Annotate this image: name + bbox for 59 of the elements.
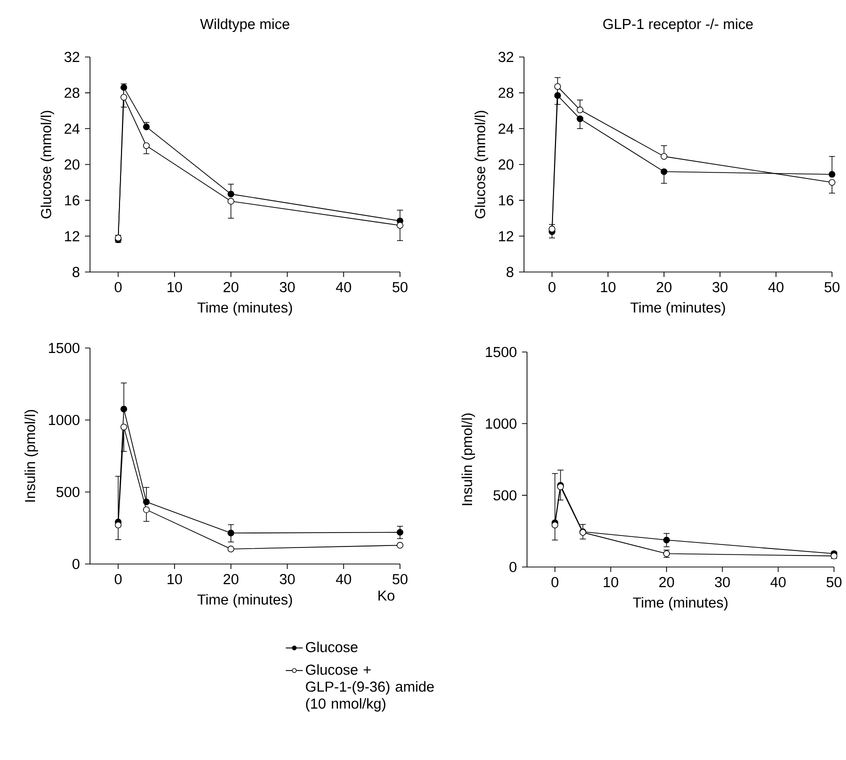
y-tick-label: 8 [506, 266, 514, 278]
x-tick-label: 20 [224, 282, 238, 292]
chart-title: GLP-1 receptor -/- mice [603, 18, 753, 32]
y-tick-label: 32 [64, 52, 80, 62]
x-tick-label: 40 [768, 282, 784, 292]
x-tick-label: 10 [604, 576, 618, 588]
x-tick-label: 30 [280, 282, 295, 292]
y-axis-title: Insulin (pmol/l) [462, 413, 476, 506]
x-tick-label: 50 [824, 282, 840, 292]
text: Ko [378, 590, 394, 601]
y-tick-label: 1500 [486, 346, 516, 358]
y-tick-label: 0 [72, 558, 80, 570]
y-tick-label: 28 [498, 88, 514, 98]
y-tick-label: 16 [65, 195, 80, 206]
x-tick-label: 20 [224, 574, 238, 584]
y-tick-label: 1500 [48, 342, 80, 354]
x-tick-label: 40 [770, 576, 786, 588]
y-axis-title: Insulin (pmol/l) [24, 410, 38, 502]
x-tick-label: 30 [714, 576, 730, 588]
x-axis-title: Time (minutes) [632, 597, 728, 611]
x-tick-label: 0 [114, 574, 122, 584]
x-axis-title: Time (minutes) [197, 594, 292, 608]
y-tick-label: 12 [65, 231, 80, 242]
y-tick-label: 1000 [48, 414, 80, 426]
y-axis-title: Glucose (mmol/l) [474, 110, 488, 218]
y-tick-label: 24 [498, 124, 514, 134]
x-tick-label: 50 [826, 576, 842, 588]
chart-title: Wildtype mice [200, 18, 290, 32]
y-tick-label: 8 [72, 266, 80, 278]
x-tick-label: 30 [280, 574, 295, 584]
y-tick-label: 28 [64, 88, 80, 98]
x-tick-label: 10 [168, 282, 182, 292]
x-tick-label: 20 [659, 576, 674, 588]
y-tick-label: 16 [499, 195, 514, 206]
x-tick-label: 0 [551, 576, 558, 588]
y-tick-label: 32 [498, 52, 514, 62]
x-tick-label: 0 [114, 282, 122, 292]
y-tick-label: 12 [499, 231, 514, 242]
x-tick-label: 20 [656, 282, 672, 292]
x-tick-label: 0 [548, 282, 556, 292]
y-tick-label: 20 [64, 159, 80, 170]
x-tick-label: 30 [712, 282, 728, 292]
legend-label: Glucose [306, 642, 358, 652]
x-tick-label: 40 [336, 282, 352, 292]
y-tick-label: 1000 [486, 418, 516, 429]
x-tick-label: 50 [392, 574, 408, 584]
x-axis-title: Time (minutes) [197, 302, 292, 316]
y-tick-label: 500 [493, 490, 516, 500]
x-tick-label: 10 [168, 574, 182, 584]
y-tick-label: 20 [498, 159, 514, 170]
y-tick-label: 24 [64, 124, 80, 134]
y-tick-label: 500 [56, 486, 80, 498]
y-tick-label: 0 [510, 562, 516, 572]
x-tick-label: 40 [336, 574, 352, 584]
legend-label: Glucose + GLP-1-(9-36) amide (10 nmol/kg) [306, 664, 434, 712]
y-axis-title: Glucose (mmol/l) [40, 110, 54, 218]
x-tick-label: 50 [392, 282, 408, 292]
x-axis-title: Time (minutes) [630, 302, 725, 316]
x-tick-label: 10 [601, 282, 616, 292]
